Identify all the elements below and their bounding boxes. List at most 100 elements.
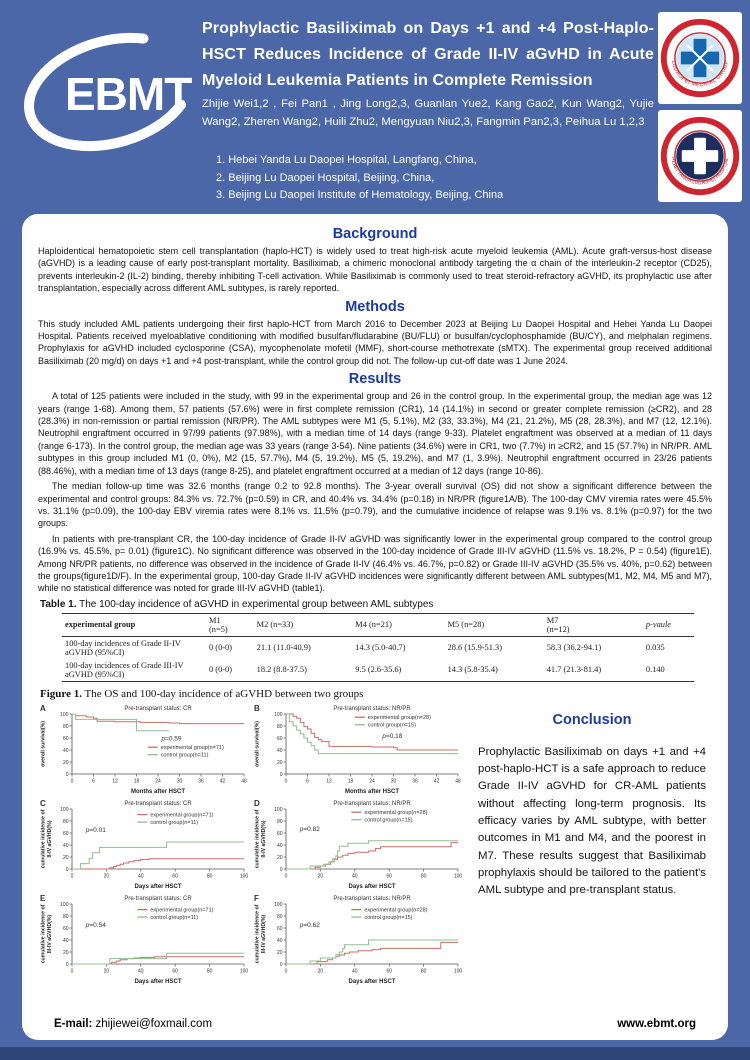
chart-c: C Pre-transplant status: CR 0 20 40 60 80 100 0 2… <box>40 799 248 890</box>
table1-header-cell: experimental group <box>65 620 136 630</box>
svg-text:control group(n=15): control group(n=15) <box>364 915 412 921</box>
svg-text:40: 40 <box>63 748 69 754</box>
svg-text:80: 80 <box>207 873 213 879</box>
svg-text:Months after HSCT: Months after HSCT <box>345 789 399 795</box>
svg-text:experimental group(n=28): experimental group(n=28) <box>364 810 427 816</box>
figure-panel-d: D Pre-transplant status: NR/PR 0 20 40 60 80 10… <box>252 797 464 890</box>
svg-text:60: 60 <box>63 926 69 932</box>
svg-text:60: 60 <box>277 736 283 742</box>
hebei-yanda-hospital-logo: HEBEI YANDA LUDAOPEI HOSPITAL <box>658 110 742 202</box>
svg-text:overall survival(%): overall survival(%) <box>255 721 261 767</box>
hebei-yanda-hospital-emblem: HEBEI YANDA LUDAOPEI HOSPITAL <box>660 116 740 196</box>
svg-text:overall survival(%): overall survival(%) <box>41 721 47 767</box>
svg-text:100: 100 <box>274 807 283 813</box>
svg-text:40: 40 <box>277 748 283 754</box>
authors-line: Zhijie Wei1,2 , Fei Pan1 , Jing Long2,3,… <box>202 98 654 128</box>
svg-text:0: 0 <box>66 962 69 968</box>
svg-text:Days after HSCT: Days after HSCT <box>348 884 395 890</box>
table1-cell: 18.2 (8.8-37.5) <box>256 665 307 675</box>
svg-text:40: 40 <box>277 938 283 944</box>
table1-cell: 9.5 (2.6-35.6) <box>355 665 402 675</box>
svg-text:6: 6 <box>92 778 95 784</box>
table1-header-cell: M1 (n=5) <box>209 615 228 634</box>
svg-text:60: 60 <box>386 968 392 974</box>
affiliation-1: 1. Hebei Yanda Lu Daopei Hospital, Langf… <box>216 154 477 166</box>
svg-text:80: 80 <box>63 819 69 825</box>
table1-caption-label: Table 1. <box>40 598 77 610</box>
table1-cell: 14.3 (5.0-40.7) <box>355 643 406 653</box>
chart-e: E Pre-transplant status: CR 0 20 40 60 80 100 0 2… <box>40 894 249 985</box>
svg-text:40: 40 <box>277 843 283 849</box>
svg-text:III-IV aGVHD(%): III-IV aGVHD(%) <box>261 914 267 953</box>
poster-header: EBMT Prophylactic Basiliximab on Days +1… <box>0 0 750 214</box>
svg-text:0: 0 <box>280 867 283 873</box>
svg-text:42: 42 <box>434 778 440 784</box>
svg-text:20: 20 <box>277 855 283 861</box>
svg-text:experimental group(n=28): experimental group(n=28) <box>364 907 427 913</box>
svg-text:Pre-transplant status: NR/PR: Pre-transplant status: NR/PR <box>333 896 411 902</box>
svg-text:0: 0 <box>285 968 288 974</box>
svg-text:Pre-transplant status: CR: Pre-transplant status: CR <box>124 801 192 807</box>
svg-text:Days after HSCT: Days after HSCT <box>348 979 395 985</box>
svg-text:Days after HSCT: Days after HSCT <box>134 884 181 890</box>
svg-text:100: 100 <box>60 807 69 813</box>
card-footer: E-mail: zhijiewei@foxmail.com www.ebmt.o… <box>54 1018 696 1030</box>
svg-text:20: 20 <box>104 873 110 879</box>
svg-text:Pre-transplant status: NR/PR: Pre-transplant status: NR/PR <box>333 706 411 712</box>
svg-text:40: 40 <box>63 843 69 849</box>
svg-text:20: 20 <box>104 968 110 974</box>
chart-b: B Pre-transplant status: NR/PR02040608010… <box>254 704 461 795</box>
svg-text:0: 0 <box>71 968 74 974</box>
table1-cell: 0.140 <box>645 665 665 675</box>
svg-text:60: 60 <box>63 831 69 837</box>
svg-text:p=0.18: p=0.18 <box>381 733 402 740</box>
svg-text:0: 0 <box>66 867 69 873</box>
svg-text:100: 100 <box>454 873 463 879</box>
svg-text:100: 100 <box>60 712 69 718</box>
svg-text:80: 80 <box>277 819 283 825</box>
svg-text:80: 80 <box>207 968 213 974</box>
svg-text:F: F <box>254 894 259 903</box>
svg-text:control group(n=15): control group(n=15) <box>368 722 416 728</box>
table1-row-label: 100-day incidences of Grade III-IV aGVHD… <box>65 660 184 679</box>
svg-text:60: 60 <box>172 873 178 879</box>
svg-text:60: 60 <box>386 873 392 879</box>
table1-cell: 58.3 (36.2-94.1) <box>546 643 602 653</box>
table1-cell: 28.6 (15.9-51.3) <box>447 643 503 653</box>
svg-text:control group(n=11): control group(n=11) <box>161 752 209 758</box>
figure1-caption-label: Figure 1. <box>40 687 82 700</box>
table1-header-cell: M2 (n=33) <box>256 620 294 630</box>
svg-text:36: 36 <box>198 778 204 784</box>
svg-text:cumulative incidence of: cumulative incidence of <box>41 809 47 868</box>
svg-text:12: 12 <box>112 778 118 784</box>
svg-text:100: 100 <box>240 968 249 974</box>
svg-text:20: 20 <box>318 873 324 879</box>
table1-cell: 0 (0-0) <box>209 643 233 653</box>
ludaopei-medical-group-emblem: LUDAOPEI MEDICAL GROUP <box>660 18 740 98</box>
svg-text:II-IV aGVHD(%): II-IV aGVHD(%) <box>47 820 53 857</box>
website: www.ebmt.org <box>617 1018 696 1030</box>
svg-text:18: 18 <box>348 778 354 784</box>
svg-text:Months after HSCT: Months after HSCT <box>131 789 185 795</box>
affiliation-2: 2. Beijing Lu Daopei Hospital, Beijing, … <box>216 171 435 184</box>
svg-text:48: 48 <box>241 778 247 784</box>
methods-heading: Methods <box>345 298 405 315</box>
table1-caption-text: The 100-day incidence of aGVHD in experi… <box>76 598 434 610</box>
ebmt-logo-graphic: EBMT <box>23 32 197 152</box>
svg-text:20: 20 <box>277 950 283 956</box>
svg-text:Days after HSCT: Days after HSCT <box>134 979 181 985</box>
svg-text:0: 0 <box>280 772 283 778</box>
svg-text:B: B <box>254 704 260 713</box>
svg-text:Pre-transplant status: NR/PR: Pre-transplant status: NR/PR <box>333 801 411 807</box>
results-paragraph-1: A total of 125 patients were included in… <box>38 391 712 476</box>
table1-cell: 21.1 (11.0-40.9) <box>256 643 311 653</box>
figure-panel-c: C Pre-transplant status: CR 0 20 40 60 80 100 0 2… <box>38 797 250 890</box>
figure-and-conclusion-row: A Pre-transplant status: CR 0 20 40 60 80 100 0 6… <box>38 702 712 987</box>
svg-text:0: 0 <box>71 873 74 879</box>
svg-text:36: 36 <box>412 778 418 784</box>
svg-text:E: E <box>40 894 46 903</box>
svg-text:40: 40 <box>63 938 69 944</box>
svg-text:60: 60 <box>277 831 283 837</box>
svg-text:control group(n=15): control group(n=15) <box>364 817 412 823</box>
x-mark-icon <box>686 44 714 72</box>
